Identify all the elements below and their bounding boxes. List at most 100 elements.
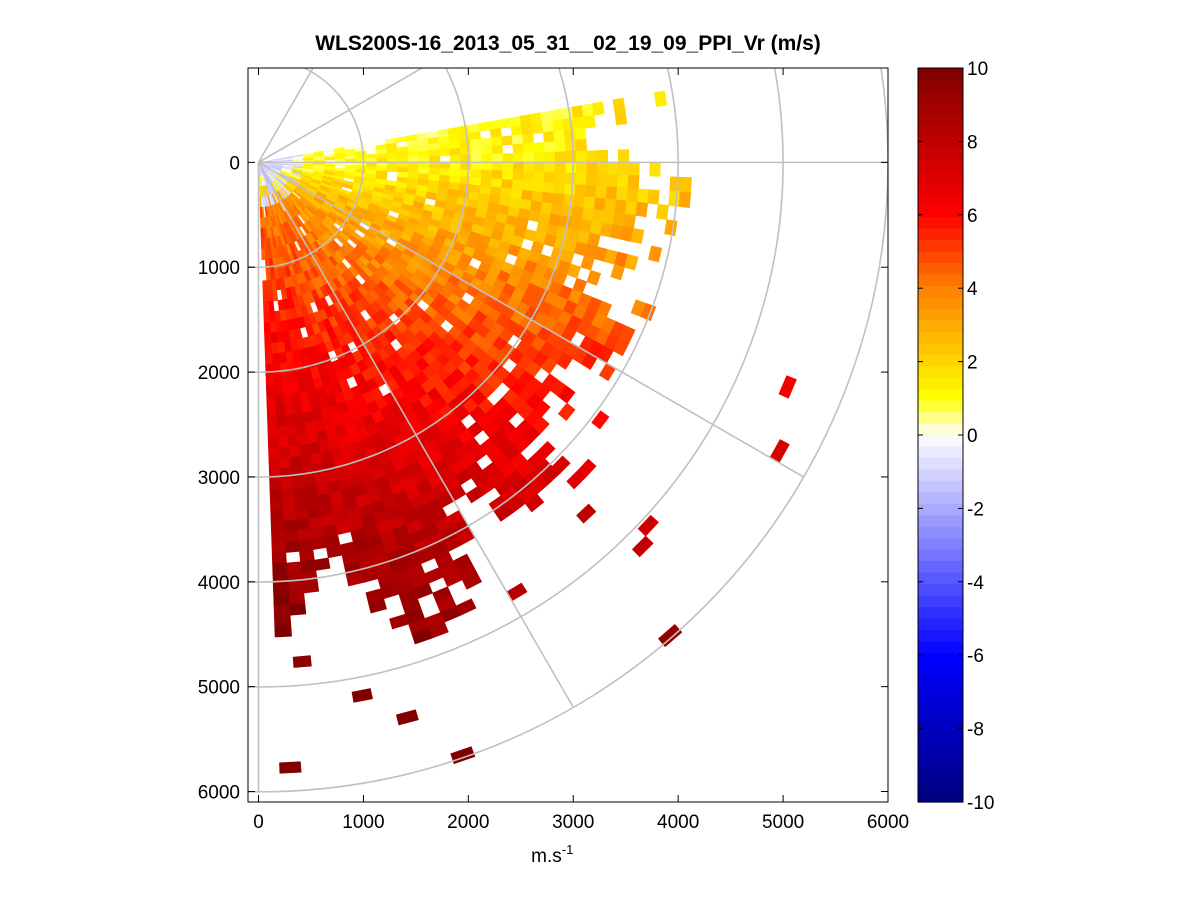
velocity-cell	[575, 139, 588, 152]
velocity-cell	[429, 162, 441, 170]
velocity-cell	[510, 188, 523, 200]
velocity-cell	[556, 352, 573, 370]
velocity-cell	[470, 169, 483, 179]
velocity-cell	[531, 190, 544, 203]
colorbar-band	[918, 79, 963, 92]
velocity-cell	[460, 147, 472, 156]
velocity-cell	[653, 90, 668, 107]
velocity-cell	[543, 172, 556, 184]
velocity-cell	[593, 197, 607, 212]
velocity-cell	[480, 177, 493, 188]
colorbar-band	[918, 136, 963, 149]
colorbar-band	[918, 492, 963, 505]
colorbar-band	[918, 320, 963, 333]
colorbar-band	[918, 538, 963, 551]
velocity-cell	[524, 493, 545, 513]
velocity-cell	[550, 203, 564, 217]
velocity-cell	[438, 141, 451, 151]
x-axis-label-superscript: -1	[562, 842, 574, 857]
velocity-cell	[576, 503, 597, 524]
velocity-cell	[471, 154, 483, 163]
velocity-cell	[262, 280, 268, 292]
velocity-cell	[519, 114, 533, 126]
velocity-cell	[386, 152, 399, 159]
colorbar-band	[918, 767, 963, 780]
velocity-cell	[583, 114, 596, 129]
velocity-cell	[265, 384, 276, 397]
velocity-cell	[626, 187, 639, 203]
y-tick-label: 2000	[198, 363, 240, 384]
radial-line	[257, 68, 314, 163]
velocity-cell	[268, 468, 281, 481]
velocity-cell	[273, 384, 284, 396]
velocity-cell	[481, 153, 493, 163]
velocity-cell	[522, 133, 535, 145]
velocity-cell	[274, 614, 292, 627]
velocity-cell	[509, 115, 522, 128]
velocity-cell	[575, 162, 588, 175]
colorbar-band	[918, 205, 963, 218]
velocity-cell	[296, 528, 312, 542]
velocity-cell	[480, 137, 493, 148]
velocity-cell	[572, 195, 586, 209]
velocity-cell	[264, 353, 273, 365]
velocity-cell	[386, 166, 399, 173]
velocity-cell	[470, 146, 483, 156]
axes: 0 1000 2000 3000 4000 5000 6000 0 1000 2000 3000 40…	[198, 68, 909, 833]
velocity-cell	[512, 170, 525, 182]
velocity-cell	[540, 110, 553, 123]
velocity-cell	[541, 191, 555, 205]
velocity-cell	[458, 132, 471, 142]
velocity-cell	[262, 290, 269, 303]
x-tick-label: 6000	[867, 812, 909, 833]
velocity-cell	[260, 217, 264, 229]
colorbar-band	[918, 515, 963, 528]
colorbar-band	[918, 240, 963, 253]
velocity-cell	[616, 187, 629, 202]
velocity-cell	[668, 190, 681, 207]
x-tick-label: 1000	[342, 812, 384, 833]
velocity-cell	[268, 311, 276, 323]
chart-title: WLS200S-16_2013_05_31__02_19_09_PPI_Vr (…	[315, 32, 821, 55]
velocity-cell	[279, 761, 302, 774]
velocity-cell	[281, 498, 296, 512]
velocity-cell	[261, 248, 266, 261]
colorbar-band	[918, 102, 963, 115]
velocity-cell	[678, 191, 692, 208]
velocity-cell	[512, 152, 525, 163]
velocity-cell	[271, 552, 287, 565]
velocity-cell	[533, 142, 546, 154]
colorbar-band	[918, 790, 963, 803]
velocity-cell	[572, 116, 586, 130]
velocity-cell	[293, 497, 308, 510]
velocity-cell	[269, 478, 282, 491]
velocity-cell	[260, 227, 265, 240]
colorbar-band	[918, 733, 963, 746]
velocity-cell	[571, 206, 585, 220]
velocity-cell	[584, 184, 597, 199]
velocity-cell	[469, 130, 482, 141]
colorbar-band	[918, 285, 963, 298]
velocity-cell	[511, 134, 524, 145]
velocity-cell	[552, 193, 565, 206]
colorbar-band	[918, 274, 963, 287]
velocity-cell	[284, 414, 296, 427]
colorbar-band	[918, 572, 963, 585]
colorbar-tick-label: 4	[967, 279, 978, 300]
colorbar-band	[918, 595, 963, 608]
colorbar-band	[918, 308, 963, 321]
colorbar-tick-label: -10	[967, 793, 994, 814]
velocity-cell	[280, 372, 290, 385]
velocity-cell	[295, 518, 311, 531]
velocity-cell	[624, 254, 639, 271]
colorbar-tick-label: 8	[967, 132, 978, 153]
velocity-cell	[560, 106, 574, 120]
colorbar-tick-label: 0	[967, 426, 978, 447]
x-axis-label: m.s-1	[531, 842, 573, 867]
colorbar-tick-label: -8	[967, 720, 984, 741]
velocity-cell	[471, 162, 483, 171]
velocity-cell	[459, 139, 472, 149]
velocity-cell	[287, 582, 305, 595]
colorbar-band	[918, 756, 963, 769]
velocity-cell	[298, 443, 311, 457]
